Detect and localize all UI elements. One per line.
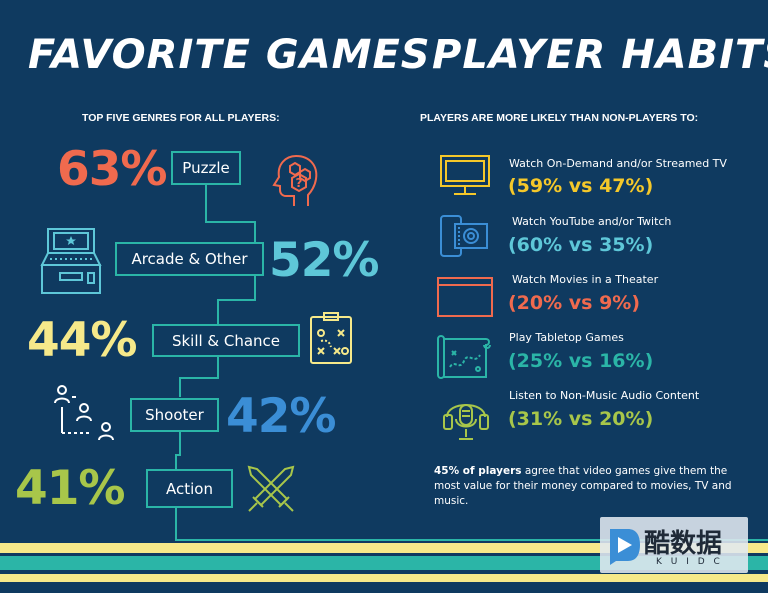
habit-label: Watch Movies in a Theater (512, 273, 659, 286)
head-puzzle-icon: ? (258, 148, 320, 215)
watermark: 酷数据 K U I D C (600, 517, 748, 573)
genre-box-puzzle: Puzzle (171, 151, 241, 185)
crossed-swords-icon (243, 461, 299, 522)
genre-percent-puzzle: 63% (57, 142, 167, 197)
svg-text:?: ? (296, 176, 303, 190)
footnote-text: agree that video games give them the mos… (434, 465, 732, 507)
watermark-text: 酷数据 (644, 529, 723, 559)
left-title: FAVORITE GAMES (28, 32, 431, 78)
genre-percent-shooter: 42% (226, 389, 336, 444)
habit-value: (20% vs 9%) (508, 292, 641, 314)
podcast-mic-icon (441, 389, 491, 448)
genre-percent-action: 41% (15, 461, 125, 516)
habit-label: Watch On-Demand and/or Streamed TV (509, 157, 727, 170)
map-scroll-icon (434, 331, 494, 388)
phone-video-icon (438, 214, 492, 263)
genre-label: Action (166, 479, 213, 498)
right-title: PLAYER HABITS (432, 32, 768, 78)
genre-percent-arcade: 52% (269, 233, 379, 288)
habit-label: Watch YouTube and/or Twitch (512, 215, 672, 228)
right-subtitle: PLAYERS ARE MORE LIKELY THAN NON-PLAYERS… (420, 112, 699, 124)
watermark-logo-icon (606, 525, 642, 570)
strategy-board-icon (307, 311, 355, 372)
stripe-yellow-1 (0, 543, 768, 553)
tv-icon (438, 153, 492, 202)
stripe-teal (0, 556, 768, 570)
genre-label: Skill & Chance (171, 331, 281, 350)
footnote-highlight: 45% of players (434, 465, 522, 477)
genre-box-arcade: Arcade & Other (115, 242, 264, 276)
habit-label: Play Tabletop Games (509, 331, 624, 344)
genre-label: Puzzle (182, 159, 230, 177)
genre-box-shooter: Shooter (130, 398, 219, 432)
habit-value: (25% vs 16%) (508, 350, 654, 372)
genre-label: Arcade & Other (131, 250, 248, 268)
genre-box-skill: Skill & Chance (152, 324, 300, 357)
movie-screen-icon (436, 275, 494, 324)
left-subtitle: TOP FIVE GENRES FOR ALL PLAYERS: (82, 112, 280, 124)
stripe-yellow-2 (0, 574, 768, 582)
habit-value: (60% vs 35%) (508, 234, 654, 256)
habit-value: (31% vs 20%) (508, 408, 654, 430)
arcade-cabinet-icon (36, 227, 106, 302)
habit-label: Listen to Non-Music Audio Content (509, 389, 700, 402)
habit-value: (59% vs 47%) (508, 175, 654, 197)
genre-percent-skill: 44% (27, 313, 137, 368)
genre-label: Shooter (145, 406, 204, 424)
genre-box-action: Action (146, 469, 233, 508)
watermark-subtext: K U I D C (656, 557, 723, 567)
footnote: 45% of players agree that video games gi… (434, 464, 754, 509)
people-network-icon (52, 383, 118, 450)
